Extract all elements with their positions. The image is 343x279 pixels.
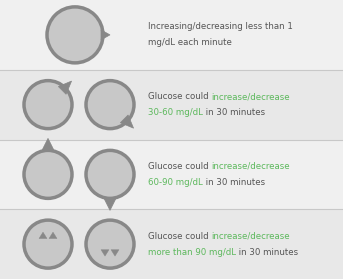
Polygon shape <box>104 198 116 210</box>
Text: more than 90 mg/dL: more than 90 mg/dL <box>148 248 236 257</box>
Text: in 30 minutes: in 30 minutes <box>236 248 298 257</box>
Polygon shape <box>111 250 119 256</box>
Text: increase/decrease: increase/decrease <box>211 162 290 171</box>
Text: Glucose could: Glucose could <box>148 162 211 171</box>
FancyBboxPatch shape <box>0 0 343 70</box>
Text: 30-60 mg/dL: 30-60 mg/dL <box>148 108 203 117</box>
Circle shape <box>24 81 72 129</box>
Polygon shape <box>58 81 72 94</box>
Circle shape <box>47 7 103 63</box>
Circle shape <box>86 220 134 268</box>
Circle shape <box>24 150 72 198</box>
Text: in 30 minutes: in 30 minutes <box>203 178 265 187</box>
FancyBboxPatch shape <box>0 70 343 140</box>
Circle shape <box>24 220 72 268</box>
FancyBboxPatch shape <box>0 140 343 209</box>
FancyBboxPatch shape <box>0 209 343 279</box>
Text: mg/dL each minute: mg/dL each minute <box>148 39 232 47</box>
Text: Glucose could: Glucose could <box>148 232 211 240</box>
Text: 60-90 mg/dL: 60-90 mg/dL <box>148 178 203 187</box>
Text: Increasing/decreasing less than 1: Increasing/decreasing less than 1 <box>148 22 293 31</box>
Polygon shape <box>120 115 133 128</box>
Text: in 30 minutes: in 30 minutes <box>203 108 265 117</box>
Polygon shape <box>101 250 109 256</box>
Polygon shape <box>49 232 57 239</box>
Circle shape <box>86 150 134 198</box>
Circle shape <box>86 81 134 129</box>
Text: Glucose could: Glucose could <box>148 92 211 101</box>
Polygon shape <box>101 30 110 40</box>
Polygon shape <box>42 138 54 150</box>
Text: increase/decrease: increase/decrease <box>211 232 290 240</box>
Text: increase/decrease: increase/decrease <box>211 92 290 101</box>
Polygon shape <box>39 232 47 239</box>
